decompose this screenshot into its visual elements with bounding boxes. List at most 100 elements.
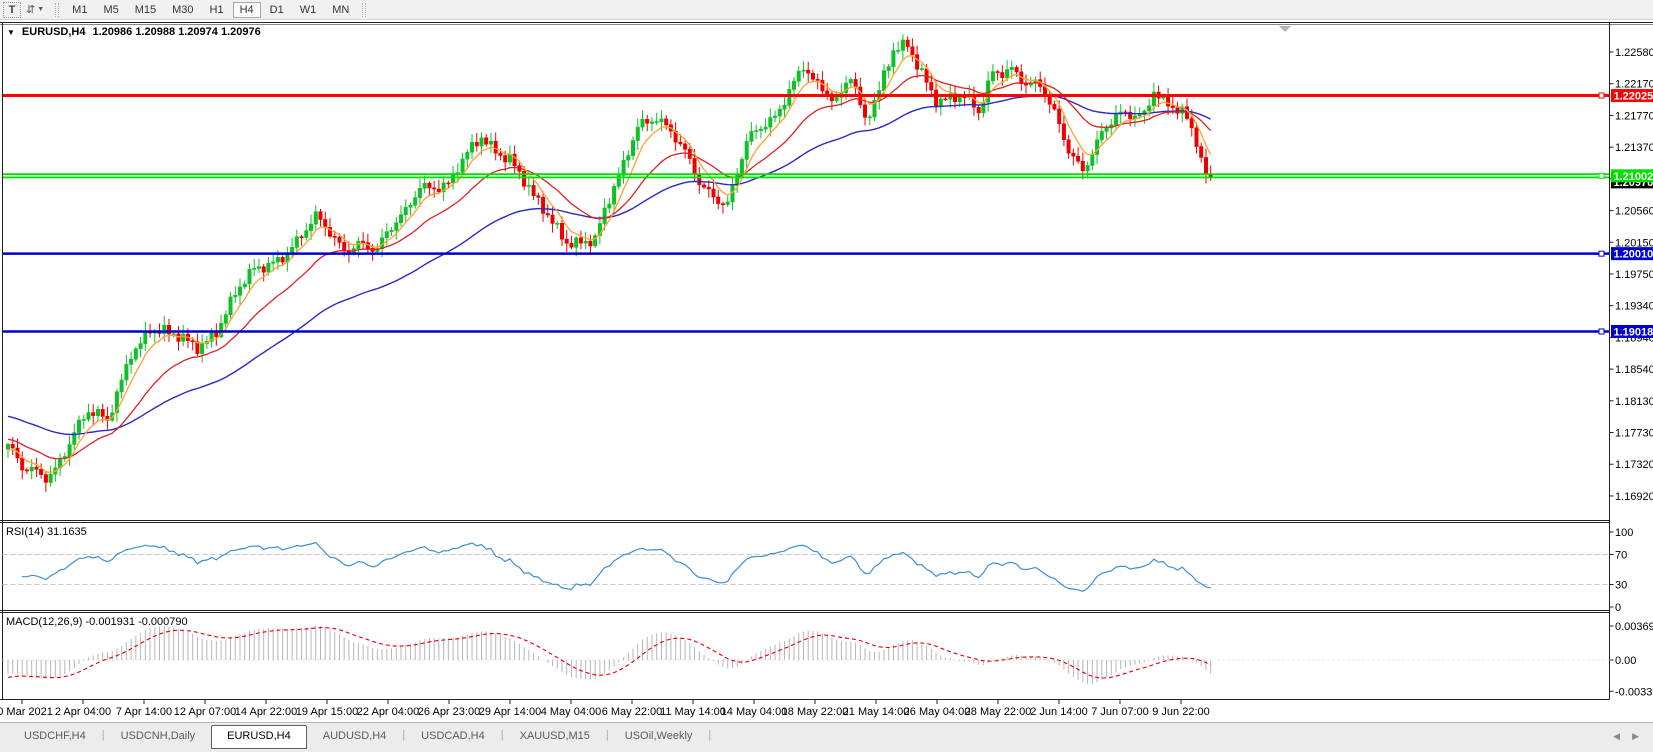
- rsi-tick-label: 0: [1615, 602, 1621, 614]
- timeframe-button-m1[interactable]: M1: [72, 3, 88, 16]
- macd-tick-label: 0.003693: [1615, 621, 1653, 633]
- line-end-handle[interactable]: [1598, 172, 1605, 179]
- date-tick-label: 14 Apr 22:00: [235, 706, 297, 718]
- price-tick-label: 1.18130: [1615, 396, 1653, 408]
- price-tick-label: 1.20150: [1615, 237, 1653, 249]
- date-tick-label: 6 May 22:00: [602, 706, 663, 718]
- macd-axis-labels: 0.003693 0.00 -0.003395: [1609, 621, 1653, 698]
- macd-tick-label: 0.00: [1615, 655, 1636, 667]
- date-tick-label: 21 May 14:00: [843, 706, 910, 718]
- chart-tab-bar: USDCHF,H4 | USDCNH,Daily EURUSD,H4 AUDUSD,H4…: [0, 722, 1653, 752]
- timeframe-button-h4[interactable]: H4: [232, 1, 261, 18]
- rsi-line: [22, 541, 1211, 592]
- date-tick-label: 19 Apr 15:00: [296, 706, 358, 718]
- tab-separator: |: [500, 729, 504, 741]
- chart-shift-marker-icon[interactable]: [1279, 26, 1291, 32]
- chart-tab-audusd[interactable]: AUDUSD,H4: [322, 730, 387, 742]
- date-tick-label: 7 Apr 14:00: [116, 706, 172, 718]
- price-tick-label: 1.16920: [1615, 491, 1653, 503]
- chevron-down-icon: ▼: [37, 6, 45, 13]
- chart-quote-values: 1.20986 1.20988 1.20974 1.20976: [92, 26, 261, 38]
- rsi-axis-labels: 100 70 30 0: [1609, 527, 1633, 614]
- line-end-handle[interactable]: [1598, 92, 1605, 99]
- price-tick-label: 1.17320: [1615, 459, 1653, 471]
- chart-tab-usdcnh[interactable]: USDCNH,Daily: [120, 730, 196, 742]
- price-tick-label: 1.20560: [1615, 206, 1653, 218]
- timeframe-button-m30[interactable]: M30: [172, 3, 194, 16]
- timeframe-button-mn[interactable]: MN: [332, 3, 350, 16]
- svg-text:1.20010: 1.20010: [1614, 249, 1653, 261]
- rsi-tick-label: 70: [1615, 550, 1627, 562]
- chart-tab-list: USDCHF,H4 | USDCNH,Daily EURUSD,H4 AUDUSD,H4…: [8, 725, 711, 749]
- date-tick-label: 18 May 22:00: [782, 706, 849, 718]
- date-tick-label: 2 Jun 14:00: [1030, 706, 1088, 718]
- tab-scroll-controls: ◀ ▶: [1613, 731, 1639, 742]
- date-tick-label: 11 May 14:00: [660, 706, 726, 718]
- rsi-tick-label: 30: [1615, 580, 1627, 592]
- collapse-triangle-icon[interactable]: ▼: [7, 27, 15, 37]
- chart-tab-xauusd[interactable]: XAUUSD,M15: [519, 730, 590, 742]
- timeframe-button-group: M1 M5 M15 M30 H1 H4 D1 W1 MN: [65, 1, 356, 18]
- date-tick-label: 9 Jun 22:00: [1152, 706, 1210, 718]
- level-line-1-price-box: 1.20010: [1611, 247, 1653, 261]
- price-tick-label: 1.21370: [1615, 142, 1653, 154]
- chart-tab-eurusd[interactable]: EURUSD,H4: [211, 725, 307, 749]
- line-end-handle[interactable]: [1598, 328, 1605, 335]
- macd-indicator-label: MACD(12,26,9) -0.001931 -0.000790: [6, 616, 188, 628]
- tab-separator: |: [101, 729, 105, 741]
- text-tool-button[interactable]: T: [3, 1, 21, 18]
- arrows-tool-button[interactable]: ⇵ ▼: [21, 2, 49, 18]
- macd-signal-value: -0.000790: [138, 616, 188, 628]
- ma-slow-line: [7, 94, 1211, 436]
- price-tick-label: 1.22170: [1615, 79, 1653, 91]
- chart-tab-usoil[interactable]: USOil,Weekly: [624, 730, 693, 742]
- date-tick-label: 4 May 04:00: [541, 706, 602, 718]
- date-tick-label: 26 Apr 23:00: [418, 706, 480, 718]
- price-axis-labels: 1.225801.221701.217701.213701.209701.205…: [1609, 47, 1653, 503]
- price-tick-label: 1.17730: [1615, 428, 1653, 440]
- price-tick-label: 1.19340: [1615, 301, 1653, 313]
- candlesticks-layer: [6, 34, 1213, 492]
- toolbar-grip: [55, 2, 60, 17]
- toolbar-grip: [362, 2, 367, 17]
- chart-tab-usdcad[interactable]: USDCAD,H4: [421, 730, 485, 742]
- macd-tick-label: -0.003395: [1615, 686, 1653, 698]
- ma-fast-line: [7, 55, 1212, 474]
- date-tick-label: 2 Apr 04:00: [55, 706, 111, 718]
- chart-symbol-label: EURUSD,H4: [21, 26, 86, 38]
- date-tick-label: 14 May 04:00: [721, 706, 788, 718]
- svg-text:1.21002: 1.21002: [1614, 171, 1653, 183]
- line-end-handle[interactable]: [1598, 250, 1605, 257]
- timeframe-button-w1[interactable]: W1: [299, 3, 317, 16]
- price-chart-canvas[interactable]: 1.225801.221701.217701.213701.209701.205…: [0, 20, 1653, 722]
- chart-window[interactable]: ▼ EURUSD,H4 1.20986 1.20988 1.20974 1.20…: [0, 20, 1653, 722]
- tab-scroll-left-icon[interactable]: ◀: [1613, 731, 1621, 741]
- date-tick-label: 29 Apr 14:00: [479, 706, 541, 718]
- date-tick-label: 28 May 22:00: [965, 706, 1032, 718]
- tab-separator: |: [708, 729, 712, 741]
- date-tick-label: 26 May 04:00: [904, 706, 971, 718]
- timeframe-button-m5[interactable]: M5: [103, 3, 119, 16]
- svg-text:1.22025: 1.22025: [1614, 91, 1653, 103]
- chart-tab-usdchf[interactable]: USDCHF,H4: [24, 730, 86, 742]
- rsi-indicator-label: RSI(14) 31.1635: [6, 526, 87, 538]
- level-line-2-price-box: 1.19018: [1611, 324, 1653, 338]
- date-tick-label: 30 Mar 2021: [0, 706, 53, 718]
- resistance-line-price-box: 1.22025: [1611, 89, 1653, 103]
- timeframe-button-m15[interactable]: M15: [134, 3, 157, 16]
- tab-scroll-right-icon[interactable]: ▶: [1632, 731, 1639, 741]
- price-tick-label: 1.18540: [1615, 364, 1653, 376]
- date-tick-label: 7 Jun 07:00: [1091, 706, 1149, 718]
- top-toolbar: T ⇵ ▼ M1 M5 M15 M30 H1 H4 D1 W1 MN: [0, 0, 1653, 20]
- timeframe-button-d1[interactable]: D1: [269, 3, 284, 16]
- tab-separator: |: [402, 729, 406, 741]
- ma-mid-line: [7, 74, 1212, 460]
- double-arrow-icon: ⇵: [26, 4, 36, 16]
- date-tick-label: 22 Apr 04:00: [357, 706, 419, 718]
- timeframe-button-h1[interactable]: H1: [209, 3, 224, 16]
- macd-signal-line: [7, 627, 1211, 679]
- chart-title: ▼ EURUSD,H4 1.20986 1.20988 1.20974 1.20…: [7, 26, 261, 38]
- price-tick-label: 1.19750: [1615, 269, 1653, 281]
